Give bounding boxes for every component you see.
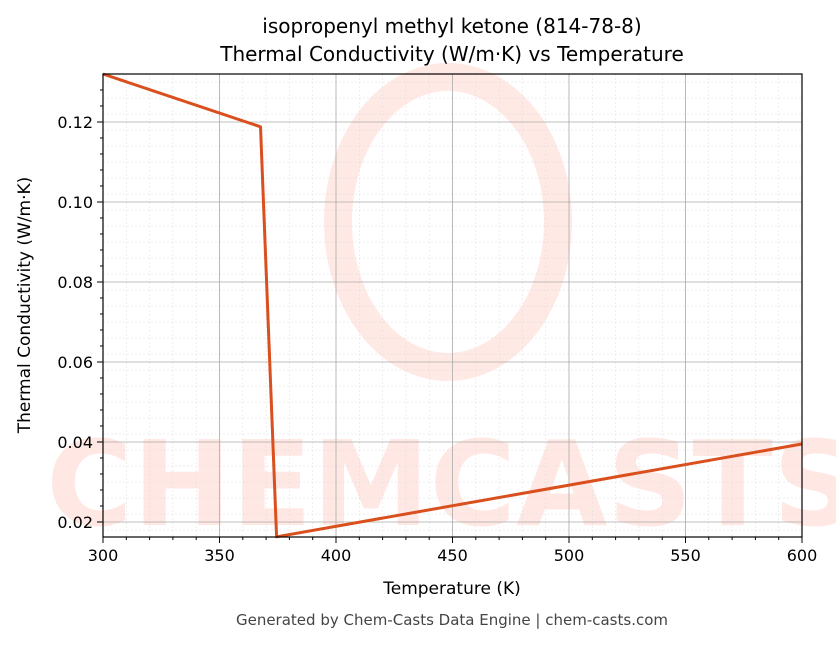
y-tick-label: 0.12 [57,113,93,132]
x-tick-label: 400 [321,546,352,565]
footer-credit: Generated by Chem-Casts Data Engine | ch… [236,611,668,629]
plot-frame [102,73,803,538]
y-tick-label: 0.02 [57,513,93,532]
y-tick-label: 0.06 [57,353,93,372]
x-tick-label: 300 [88,546,119,565]
x-tick-label: 500 [554,546,585,565]
y-tick-label: 0.10 [57,193,93,212]
x-tick-label: 350 [204,546,235,565]
watermark: CHEMCASTS [46,63,836,553]
x-tick-label: 450 [437,546,468,565]
chart-subtitle: Thermal Conductivity (W/m·K) vs Temperat… [219,42,684,66]
y-tick-label: 0.08 [57,273,93,292]
x-tick-label: 600 [787,546,818,565]
y-axis-label: Thermal Conductivity (W/m·K) [15,177,35,435]
series-line [102,72,803,539]
x-axis-label: Temperature (K) [382,579,521,599]
chart-title: isopropenyl methyl ketone (814-78-8) [262,14,641,38]
watermark-text: CHEMCASTS [46,415,836,553]
x-tick-label: 550 [670,546,701,565]
y-tick-label: 0.04 [57,433,93,452]
